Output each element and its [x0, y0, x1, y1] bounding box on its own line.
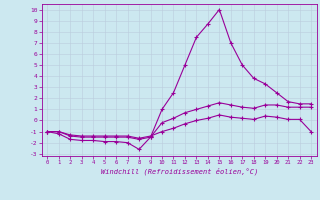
X-axis label: Windchill (Refroidissement éolien,°C): Windchill (Refroidissement éolien,°C) — [100, 168, 258, 175]
